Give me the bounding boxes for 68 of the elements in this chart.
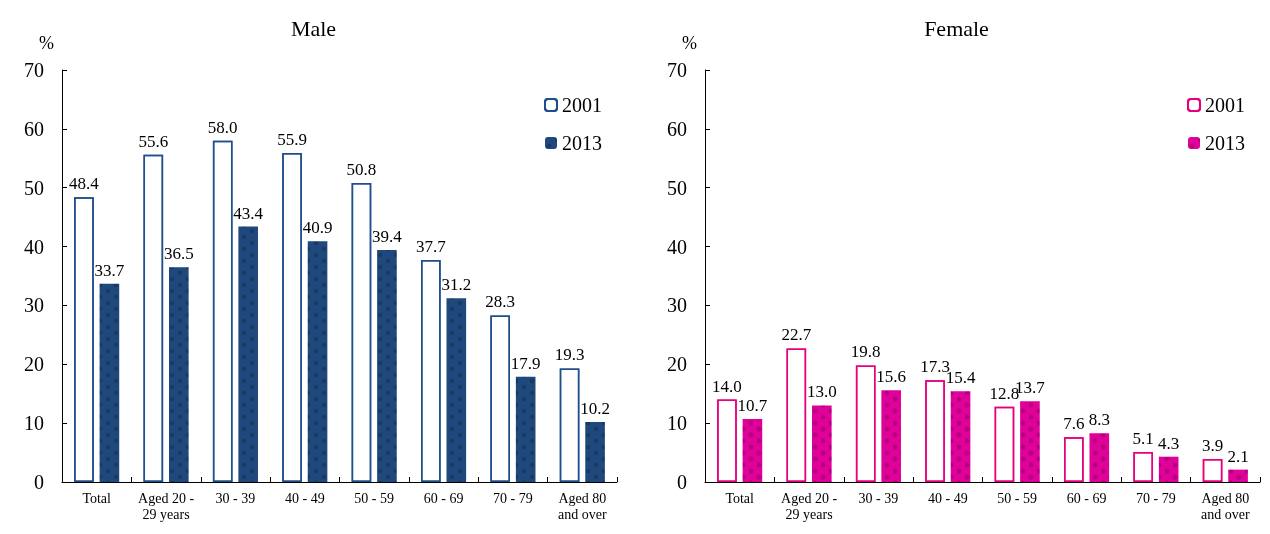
data-label: 55.9	[277, 129, 307, 149]
data-label: 19.3	[554, 345, 585, 365]
x-tick-label: Total	[725, 490, 755, 506]
data-label: 15.6	[876, 367, 907, 387]
y-tick-label: 10	[24, 412, 44, 435]
x-tick-label: 40 - 49	[284, 490, 325, 506]
data-label: 13.0	[806, 382, 837, 402]
data-label: 31.2	[441, 275, 472, 295]
data-label: 4.3	[1158, 433, 1180, 453]
y-tick-label: 50	[667, 176, 687, 199]
data-label: 19.8	[850, 342, 881, 362]
legend-label: 2001	[1205, 94, 1245, 116]
x-tick-label: 60 - 69	[423, 490, 464, 506]
data-label: 55.6	[138, 131, 169, 151]
data-label: 39.4	[372, 227, 403, 247]
x-tick-label: Aged 80 and over	[1201, 490, 1250, 522]
x-tick-label: Total	[82, 490, 112, 506]
legend-label: 2013	[1205, 132, 1245, 154]
y-axis-title: %	[682, 33, 697, 53]
data-label: 7.6	[1063, 414, 1085, 434]
data-label: 50.8	[346, 160, 377, 180]
x-tick-label: 50 - 59	[354, 490, 395, 506]
y-tick-label: 30	[24, 294, 44, 317]
y-tick-label: 60	[667, 117, 687, 140]
data-label: 8.3	[1088, 410, 1110, 430]
data-label: 2.1	[1227, 446, 1249, 466]
data-label: 10.7	[737, 396, 768, 416]
y-tick-label: 30	[667, 294, 687, 317]
chart-title: Female	[924, 15, 989, 41]
y-tick-label: 40	[667, 235, 687, 258]
y-tick-label: 10	[667, 412, 687, 435]
y-tick-label: 70	[667, 59, 687, 81]
x-tick-label: 40 - 49	[927, 490, 968, 506]
data-label: 43.4	[233, 203, 264, 223]
chart-title: Male	[290, 15, 337, 41]
y-tick-label: 50	[24, 176, 44, 199]
x-tick-label: 50 - 59	[997, 490, 1038, 506]
data-label: 33.7	[94, 260, 125, 280]
y-axis-title: %	[39, 33, 54, 53]
x-tick-label: Aged 20 - 29 years	[138, 490, 195, 522]
y-tick-label: 20	[24, 353, 44, 376]
legend-label: 2013	[562, 132, 602, 154]
y-tick-label: 20	[667, 353, 687, 376]
x-tick-label: Aged 20 - 29 years	[781, 490, 838, 522]
x-tick-label: Aged 80 and over	[558, 490, 607, 522]
data-label: 3.9	[1201, 436, 1224, 456]
data-label: 14.0	[712, 376, 742, 396]
y-tick-label: 40	[24, 235, 44, 258]
data-label: 48.4	[69, 174, 100, 194]
data-label: 36.5	[163, 244, 194, 264]
x-tick-label: 30 - 39	[858, 490, 899, 506]
data-label: 28.3	[485, 292, 516, 312]
data-label: 10.2	[580, 398, 610, 418]
x-tick-label: 30 - 39	[215, 490, 256, 506]
data-label: 5.1	[1132, 428, 1154, 448]
x-tick-label: 70 - 79	[1136, 490, 1176, 506]
x-tick-label: 60 - 69	[1066, 490, 1107, 506]
data-label: 17.9	[510, 353, 541, 373]
y-tick-label: 0	[34, 471, 44, 493]
data-label: 22.7	[781, 325, 812, 345]
x-tick-label: 70 - 79	[493, 490, 533, 506]
data-label: 58.0	[207, 117, 238, 137]
data-label: 40.9	[302, 218, 333, 238]
y-tick-label: 70	[24, 59, 44, 81]
legend-label: 2001	[562, 94, 602, 116]
y-tick-label: 60	[24, 117, 44, 140]
data-label: 37.7	[415, 237, 447, 257]
y-tick-label: 0	[677, 471, 687, 493]
